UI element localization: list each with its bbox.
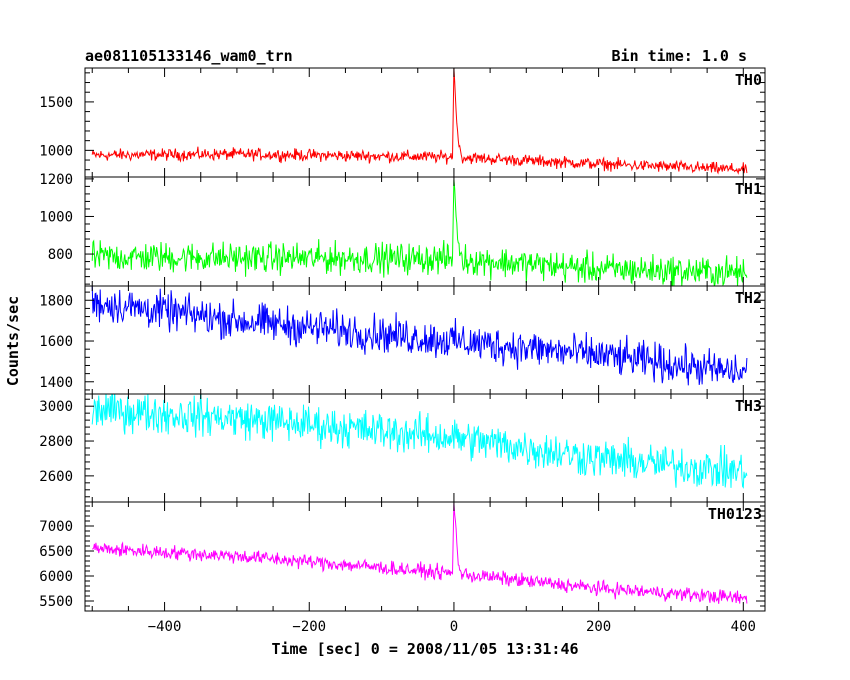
panel-frame bbox=[84, 393, 766, 503]
y-tick-label: 2800 bbox=[39, 434, 73, 450]
y-tick-label: 800 bbox=[48, 247, 73, 263]
x-tick-label: 200 bbox=[586, 619, 611, 635]
panel-label: TH1 bbox=[735, 180, 762, 198]
series-line-th3 bbox=[91, 394, 748, 489]
y-tick-label: 6000 bbox=[39, 569, 73, 585]
y-tick-label: 1500 bbox=[39, 95, 73, 111]
x-axis: −400 −200 0 200 400 bbox=[148, 619, 756, 635]
y-tick-label: 1400 bbox=[39, 375, 73, 391]
series-line-th1 bbox=[91, 179, 748, 286]
x-tick-label: 0 bbox=[450, 619, 458, 635]
y-tick-label: 1600 bbox=[39, 334, 73, 350]
y-tick-label: 1000 bbox=[39, 143, 73, 159]
chart-title-right: Bin time: 1.0 s bbox=[612, 47, 747, 65]
panel-label: TH0 bbox=[735, 71, 762, 89]
y-tick-label: 3000 bbox=[39, 399, 73, 415]
panel-label: TH3 bbox=[735, 397, 762, 415]
y-axis-label: Counts/sec bbox=[4, 296, 22, 386]
y-tick-label: 2600 bbox=[39, 469, 73, 485]
x-axis-label: Time [sec] 0 = 2008/11/05 13:31:46 bbox=[271, 640, 578, 658]
y-tick-label: 1000 bbox=[39, 209, 73, 225]
panel-label: TH0123 bbox=[708, 505, 762, 523]
x-tick-label: −200 bbox=[292, 619, 326, 635]
panel-th2: 1400 1600 1800 TH2 bbox=[39, 285, 766, 395]
chart-title-left: ae081105133146_wam0_trn bbox=[85, 47, 293, 65]
y-tick-label: 6500 bbox=[39, 544, 73, 560]
panel-th1: 800 1000 1200 TH1 bbox=[39, 172, 766, 287]
series-line-th0 bbox=[91, 68, 748, 175]
series-line-th2 bbox=[91, 286, 748, 386]
y-tick-label: 7000 bbox=[39, 519, 73, 535]
y-tick-label: 1200 bbox=[39, 172, 73, 188]
panel-th0123: 5500 6000 6500 7000 TH0123 bbox=[39, 501, 766, 612]
x-tick-label: −400 bbox=[148, 619, 182, 635]
y-tick-label: 1800 bbox=[39, 293, 73, 309]
panel-frame bbox=[84, 176, 766, 287]
panel-th0: 1000 1500 TH0 bbox=[39, 67, 766, 178]
series-line-th0123 bbox=[91, 503, 748, 604]
panel-th3: 2600 2800 3000 TH3 bbox=[39, 393, 766, 503]
panel-label: TH2 bbox=[735, 289, 762, 307]
panel-frame bbox=[84, 67, 766, 178]
panels: 1000 1500 TH0 800 1000 1200 TH1 1400 1600 1800 TH2… bbox=[39, 67, 766, 612]
y-tick-label: 5500 bbox=[39, 594, 73, 610]
x-tick-label: 400 bbox=[731, 619, 756, 635]
